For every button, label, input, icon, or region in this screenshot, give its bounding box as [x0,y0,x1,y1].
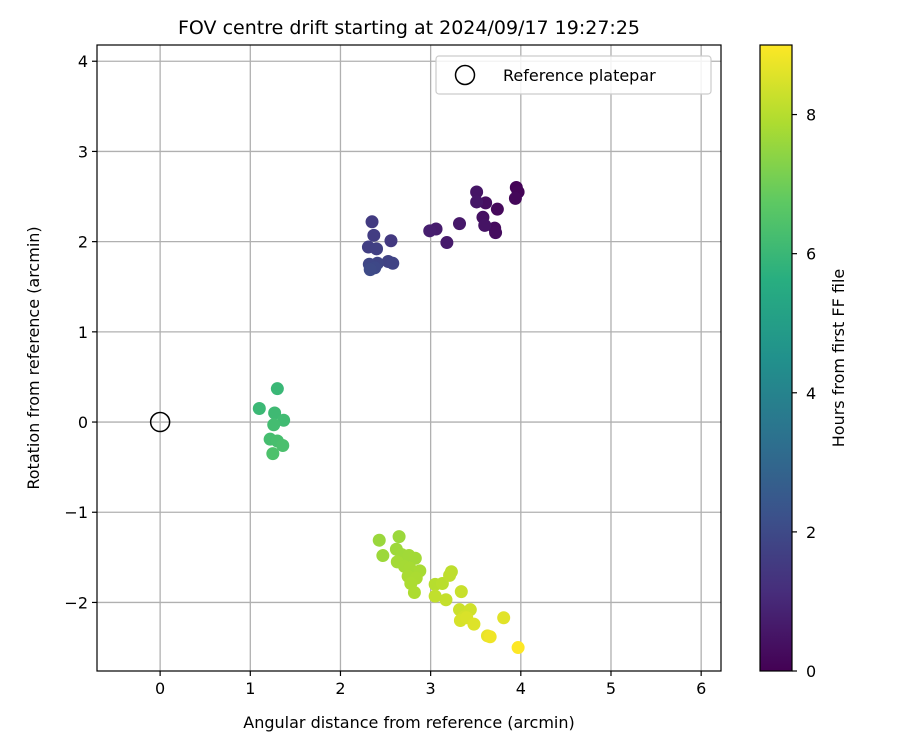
x-tick-label: 6 [696,679,706,698]
scatter-point [367,228,381,242]
colorbar: 0 2 4 6 8 Hours from first FF file [759,44,848,681]
x-axis-label: Angular distance from reference (arcmin) [243,713,574,732]
legend-box [435,55,712,95]
scatter-point [423,224,437,238]
scatter-point [454,585,468,599]
plot-frame [96,44,722,672]
scatter-point [443,568,457,582]
scatter-point [478,218,492,232]
scatter-point [470,195,484,209]
scatter-point [372,533,386,547]
x-tick-label: 2 [335,679,345,698]
scatter-point [365,215,379,229]
colorbar-label: Hours from first FF file [829,269,848,448]
scatter-point [497,611,511,625]
legend-marker-icon [454,64,476,86]
legend-entry-reference-platepar: Reference platepar [503,66,656,85]
scatter-point [268,406,282,420]
scatter-point [439,593,453,607]
scatter-point [470,185,484,199]
scatter-point [386,256,400,270]
scatter-point [483,630,497,644]
y-tick-label: 2 [78,233,88,252]
colorbar-tick-label: 2 [806,523,816,542]
y-axis-ticks: −2 −1 0 1 2 3 4 [64,52,97,612]
x-axis-ticks: 0 1 2 3 4 5 6 [155,671,706,698]
scatter-point [490,202,504,216]
colorbar-gradient [759,44,793,672]
scatter-point [363,263,377,277]
scatter-point [252,402,266,416]
x-tick-label: 3 [426,679,436,698]
colorbar-tick-label: 4 [806,384,816,403]
scatter-point [508,191,522,205]
scatter-point [408,551,422,565]
x-tick-label: 4 [516,679,526,698]
x-tick-label: 1 [245,679,255,698]
scatter-point [266,447,280,461]
y-tick-label: −2 [64,593,88,612]
scatter-point [392,530,406,544]
data-points [252,181,525,655]
colorbar-tick-label: 6 [806,245,816,264]
scatter-point [428,589,442,603]
scatter-point [467,617,481,631]
scatter-point [489,226,503,240]
y-tick-label: 1 [78,323,88,342]
y-axis-label: Rotation from reference (arcmin) [24,226,43,489]
y-tick-label: 4 [78,52,88,71]
reference-marker-group [149,411,171,433]
scatter-point [384,234,398,248]
scatter-point [267,418,281,432]
y-tick-label: 3 [78,142,88,161]
scatter-point [407,586,421,600]
colorbar-tick-label: 8 [806,106,816,125]
x-tick-label: 0 [155,679,165,698]
colorbar-tick-label: 0 [806,662,816,681]
chart-title: FOV centre drift starting at 2024/09/17 … [178,17,640,39]
legend: Reference platepar [435,55,712,95]
scatter-point [276,438,290,452]
scatter-point [270,382,284,396]
scatter-point [440,236,454,250]
y-tick-label: −1 [64,503,88,522]
scatter-point [376,549,390,563]
scatter-point [277,413,291,427]
y-tick-label: 0 [78,413,88,432]
colorbar-ticks: 0 2 4 6 8 [792,106,816,681]
scatter-point [452,217,466,231]
x-tick-label: 5 [606,679,616,698]
scatter-point [370,242,384,256]
reference-platepar-marker [149,411,171,433]
scatter-point [511,641,525,655]
